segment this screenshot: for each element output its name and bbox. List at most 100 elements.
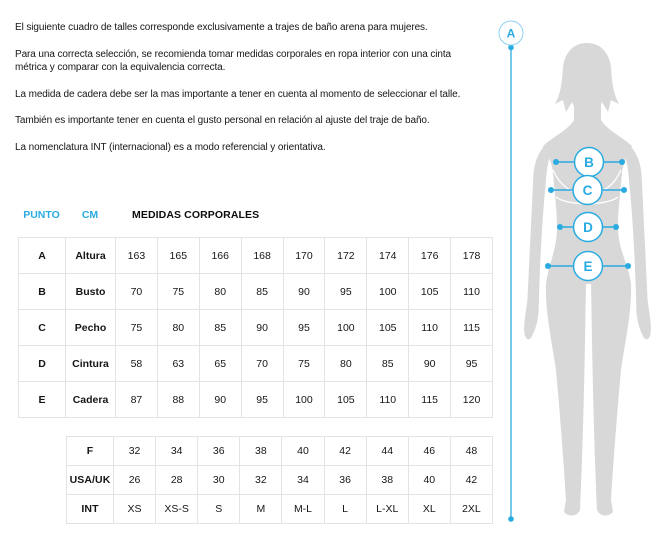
measure-value-cell: 100 [367, 274, 410, 310]
measure-value-cell: 170 [283, 238, 326, 274]
size-value-cell: L-XL [366, 495, 409, 524]
measure-value-cell: 163 [116, 238, 158, 274]
size-value-cell: 30 [198, 466, 241, 495]
point-letter-cell: A [19, 238, 66, 274]
measure-value-cell: 90 [199, 382, 242, 418]
measure-name-cell: Busto [66, 274, 116, 310]
marker-letter: D [583, 220, 593, 235]
size-value-cell: M-L [282, 495, 325, 524]
measure-marker-c: C [548, 174, 627, 206]
point-letter-cell: D [19, 346, 66, 382]
measure-value-cell: 90 [241, 310, 284, 346]
line-end-dot [619, 159, 625, 165]
size-value-cell: 28 [156, 466, 199, 495]
measure-value-cell: 105 [367, 310, 410, 346]
size-value-cell: 36 [198, 437, 241, 466]
intro-paragraph: La nomenclatura INT (internacional) es a… [15, 141, 326, 153]
measure-name-cell: Cintura [66, 346, 116, 382]
intro-paragraph: Para una correcta selección, se recomien… [15, 48, 451, 74]
measure-value-cell: 90 [409, 346, 452, 382]
measure-value-cell: 95 [241, 382, 284, 418]
measure-marker-a: A [498, 20, 524, 522]
line-end-dot [545, 263, 551, 269]
measure-value-cell: 80 [157, 310, 200, 346]
measurement-figure: A BC D E [498, 20, 652, 522]
point-letter-cell: C [19, 310, 66, 346]
size-value-cell: 36 [324, 466, 367, 495]
size-value-cell: 32 [240, 466, 283, 495]
measure-value-cell: 115 [451, 310, 493, 346]
size-value-cell: 40 [282, 437, 325, 466]
measure-value-cell: 65 [199, 346, 242, 382]
point-letter-cell: E [19, 382, 66, 418]
line-end-dot [508, 44, 514, 51]
measure-value-cell: 75 [116, 310, 158, 346]
line-end-dot [557, 224, 563, 230]
intro-paragraph: También es importante tener en cuenta el… [15, 115, 430, 126]
size-value-cell: XS-S [156, 495, 199, 524]
measure-name-cell: Altura [66, 238, 116, 274]
measure-value-cell: 100 [283, 382, 326, 418]
intro-paragraph: El siguiente cuadro de talles correspond… [15, 22, 428, 33]
measure-value-cell: 174 [367, 238, 410, 274]
measure-value-cell: 70 [116, 274, 158, 310]
marker-circle [572, 174, 603, 206]
size-value-cell: 2XL [450, 495, 493, 524]
measure-value-cell: 58 [116, 346, 158, 382]
line-end-dot [625, 263, 631, 269]
measure-value-cell: 100 [325, 310, 368, 346]
size-equivalence-table: F 32 34 36 38 40 42 44 46 48 USA/UK 26 28 30 32 34 36 38 4… [66, 436, 493, 524]
measure-value-cell: 178 [451, 238, 493, 274]
measure-value-cell: 88 [157, 382, 200, 418]
measure-value-cell: 85 [367, 346, 410, 382]
measure-value-cell: 95 [325, 274, 368, 310]
measure-value-cell: 172 [325, 238, 368, 274]
marker-letter: B [584, 155, 594, 170]
line-end-dot [613, 224, 619, 230]
measure-value-cell: 80 [325, 346, 368, 382]
size-system-cell: F [67, 437, 114, 466]
size-value-cell: XL [408, 495, 451, 524]
size-value-cell: M [240, 495, 283, 524]
measure-value-cell: 120 [451, 382, 493, 418]
measure-value-cell: 85 [241, 274, 284, 310]
marker-circle [572, 250, 604, 282]
measure-name-cell: Pecho [66, 310, 116, 346]
size-value-cell: XS [114, 495, 157, 524]
measure-name-cell: Cadera [66, 382, 116, 418]
size-value-cell: 46 [408, 437, 451, 466]
size-value-cell: L [324, 495, 367, 524]
column-header-cm: CM [81, 209, 99, 221]
measure-value-cell: 75 [283, 346, 326, 382]
marker-letter: A [507, 27, 516, 41]
female-silhouette [523, 43, 652, 516]
marker-letter: C [583, 183, 593, 198]
size-value-cell: 44 [366, 437, 409, 466]
measure-value-cell: 85 [199, 310, 242, 346]
line-end-dot [621, 187, 627, 193]
measure-value-cell: 165 [157, 238, 200, 274]
measure-value-cell: 110 [367, 382, 410, 418]
size-value-cell: 34 [156, 437, 199, 466]
marker-letter: E [583, 259, 592, 274]
size-value-cell: 42 [324, 437, 367, 466]
size-system-cell: INT [67, 495, 114, 524]
intro-text-block: El siguiente cuadro de talles correspond… [15, 21, 520, 167]
measure-value-cell: 168 [241, 238, 284, 274]
measure-value-cell: 95 [283, 310, 326, 346]
point-letter-cell: B [19, 274, 66, 310]
measurement-markers: A BC D E [498, 20, 631, 522]
marker-circle [498, 20, 524, 46]
size-system-cell: USA/UK [67, 466, 114, 495]
measure-value-cell: 166 [199, 238, 242, 274]
column-header-punto: PUNTO [23, 209, 60, 221]
size-value-cell: 38 [240, 437, 283, 466]
measure-value-cell: 90 [283, 274, 326, 310]
table-title-medidas-corporales: MEDIDAS CORPORALES [132, 209, 260, 221]
measure-value-cell: 63 [157, 346, 200, 382]
measure-value-cell: 105 [325, 382, 368, 418]
body-measurements-table: A Altura 163 165 166 168 170 172 174 176 178 B Busto… [18, 237, 493, 418]
measure-value-cell: 87 [116, 382, 158, 418]
line-end-dot [508, 516, 514, 522]
